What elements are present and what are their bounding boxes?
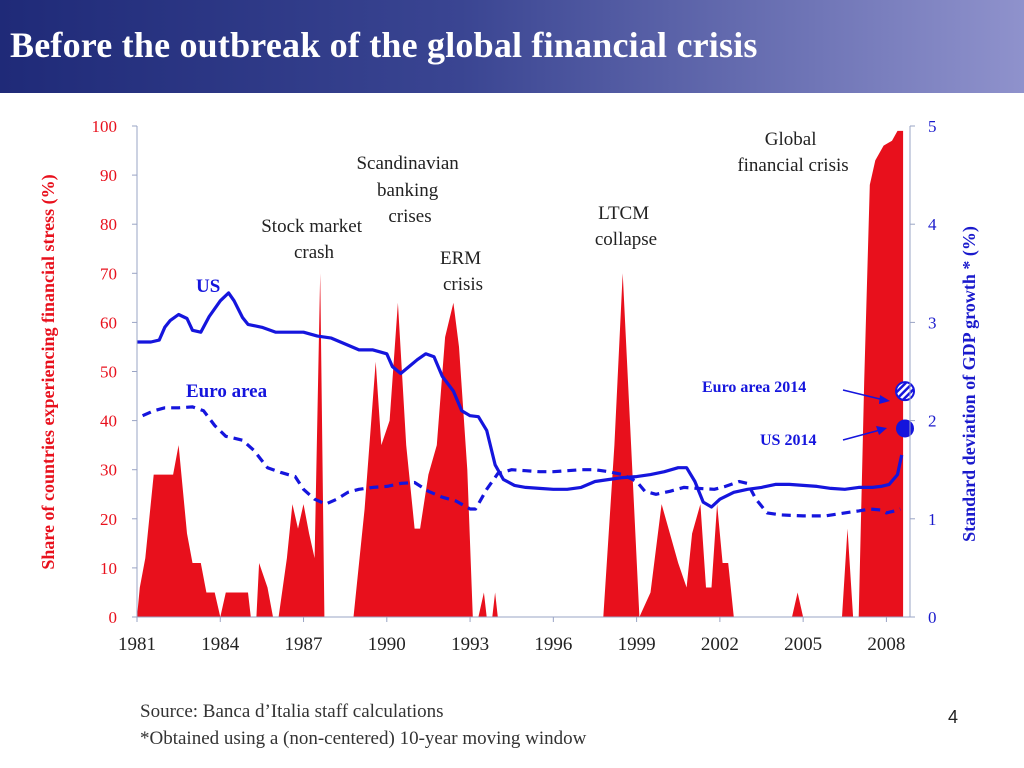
x-tick-label: 2005 <box>784 634 822 655</box>
left-tick-label: 60 <box>100 313 117 332</box>
x-tick-label: 1984 <box>201 634 240 655</box>
title-bar: Before the outbreak of the global financ… <box>0 0 1024 93</box>
left-tick-label: 0 <box>109 608 118 627</box>
source-note: Source: Banca d’Italia staff calculation… <box>140 698 586 752</box>
right-tick-label: 5 <box>928 117 937 136</box>
right-tick-label: 3 <box>928 313 937 332</box>
label-us-2014: US 2014 <box>760 432 816 449</box>
right-tick-label: 2 <box>928 412 937 431</box>
stress-area <box>137 130 904 617</box>
right-tick-label: 0 <box>928 608 937 627</box>
x-tick-label: 1981 <box>118 634 156 655</box>
source-line: Source: Banca d’Italia staff calculation… <box>140 701 444 722</box>
left-tick-label: 100 <box>92 117 118 136</box>
arrow-euro-2014 <box>842 389 885 401</box>
x-tick-label: 1987 <box>285 634 323 655</box>
annotation-global: Global financial crisis <box>737 129 848 176</box>
x-tick-label: 1999 <box>618 634 656 655</box>
left-tick-label: 10 <box>100 559 117 578</box>
right-tick-label: 1 <box>928 510 937 529</box>
arrow-us-2014-head <box>876 426 887 435</box>
marker-us-2014 <box>896 419 914 438</box>
left-tick-label: 70 <box>100 264 117 283</box>
left-tick-label: 90 <box>100 166 117 185</box>
left-axis-title: Share of countries experiencing financia… <box>38 174 59 569</box>
annotation-scandinavian: Scandinavian banking crises <box>356 153 463 227</box>
annotation-ltcm: LTCM collapse <box>595 203 657 250</box>
x-tick-label: 1996 <box>534 634 572 655</box>
slide-title: Before the outbreak of the global financ… <box>10 25 758 65</box>
left-tick-label: 50 <box>100 363 117 382</box>
right-axis-title: Standard deviation of GDP growth * (%) <box>959 226 980 542</box>
right-tick-label: 4 <box>928 215 937 234</box>
euro-area-line <box>141 405 901 518</box>
x-tick-label: 1990 <box>368 634 406 655</box>
left-tick-label: 40 <box>100 412 117 431</box>
us-line <box>137 291 904 509</box>
left-tick-label: 30 <box>100 461 117 480</box>
x-tick-label: 2008 <box>867 634 905 655</box>
label-euro-2014: Euro area 2014 <box>702 379 806 396</box>
marker-euro-2014 <box>895 381 915 402</box>
annotation-erm: ERM crisis <box>440 248 486 295</box>
x-tick-label: 1993 <box>451 634 489 655</box>
arrow-us-2014 <box>842 429 881 441</box>
label-us: US <box>196 276 220 297</box>
footnote-line: *Obtained using a (non-centered) 10-year… <box>140 728 587 749</box>
page-number: 4 <box>948 707 959 727</box>
x-tick-label: 2002 <box>701 634 739 655</box>
arrow-euro-2014-head <box>879 395 890 404</box>
label-euro-area: Euro area <box>186 381 268 402</box>
left-tick-label: 80 <box>100 215 117 234</box>
annotation-stock-market-crash: Stock market crash <box>261 216 367 263</box>
left-tick-label: 20 <box>100 510 117 529</box>
